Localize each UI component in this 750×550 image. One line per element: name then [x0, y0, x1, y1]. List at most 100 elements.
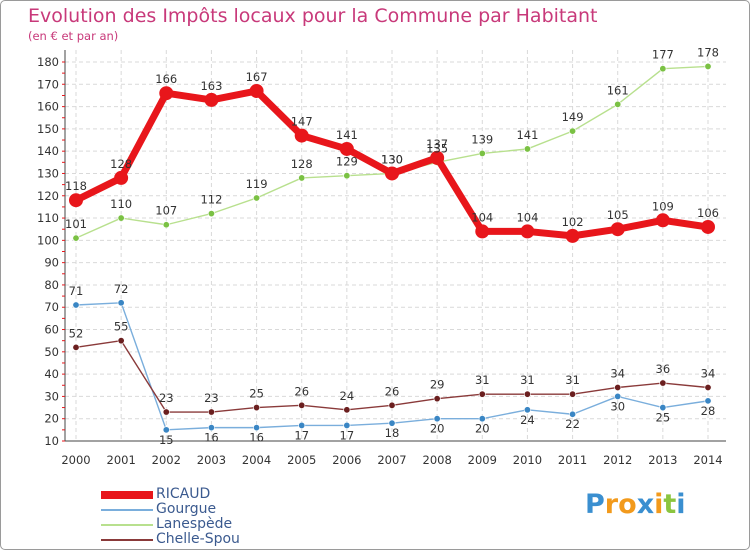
data-point [159, 86, 174, 101]
logo-letter: o [618, 489, 637, 520]
data-label: 163 [200, 79, 222, 93]
chart-title: Evolution des Impôts locaux pour la Comm… [28, 5, 598, 27]
data-label: 109 [652, 199, 674, 213]
logo-letter: i [676, 489, 686, 520]
data-label: 26 [385, 384, 400, 398]
data-label: 72 [114, 282, 129, 296]
legend-label-ricaud: RICAUD [156, 486, 211, 502]
data-label: 29 [430, 378, 445, 392]
data-label: 177 [652, 48, 674, 62]
data-label: 22 [565, 417, 580, 431]
x-tick-label: 2002 [152, 453, 181, 467]
data-label: 23 [204, 391, 219, 405]
data-label: 161 [607, 83, 629, 97]
x-tick-label: 2014 [693, 453, 722, 467]
data-label: 17 [340, 428, 355, 442]
data-point [343, 421, 351, 429]
x-tick-label: 2005 [287, 453, 316, 467]
data-point [114, 170, 129, 185]
proxiti-logo: Proxiti [585, 489, 686, 520]
data-label: 104 [471, 210, 493, 224]
plot-background [65, 50, 726, 441]
x-tick-label: 2004 [242, 453, 271, 467]
x-tick-label: 2009 [468, 453, 497, 467]
data-point [475, 224, 490, 239]
data-label: 34 [610, 366, 625, 380]
data-point [117, 337, 125, 345]
chart-subtitle: (en € et par an) [28, 29, 119, 43]
data-point [614, 100, 622, 108]
y-tick-label: 140 [37, 144, 59, 158]
data-label: 26 [294, 384, 309, 398]
data-point [343, 172, 351, 180]
legend-swatch-lanespede [101, 524, 153, 526]
data-point [523, 145, 531, 153]
data-point [704, 383, 712, 391]
data-label: 20 [430, 422, 445, 436]
data-point [69, 193, 83, 208]
legend-swatch-chelle-spou [101, 539, 153, 541]
data-point [207, 424, 215, 432]
data-label: 20 [475, 422, 490, 436]
data-point [701, 219, 715, 234]
data-label: 34 [701, 366, 716, 380]
data-point [659, 379, 667, 387]
data-label: 71 [69, 284, 84, 298]
data-label: 16 [249, 431, 264, 445]
data-label: 135 [426, 141, 448, 155]
y-tick-label: 90 [44, 256, 59, 270]
data-point [253, 404, 261, 412]
data-label: 128 [291, 157, 313, 171]
data-point [249, 83, 264, 98]
legend-swatch-ricaud [101, 491, 153, 499]
data-label: 112 [200, 193, 222, 207]
legend-label-lanespede: Lanespède [156, 516, 233, 532]
y-tick-label: 130 [37, 166, 59, 180]
data-point [523, 406, 531, 414]
y-tick-label: 40 [44, 367, 59, 381]
y-tick-label: 160 [37, 100, 59, 114]
data-label: 28 [701, 404, 716, 418]
data-label: 52 [69, 326, 84, 340]
logo-letter: P [585, 489, 605, 520]
data-point [433, 415, 441, 423]
data-point [565, 228, 580, 243]
data-point [704, 62, 712, 70]
data-point [162, 408, 170, 416]
data-point [343, 406, 351, 414]
data-label: 128 [110, 157, 132, 171]
data-label: 16 [204, 431, 219, 445]
data-label: 137 [426, 137, 448, 151]
data-point [162, 221, 170, 229]
y-tick-label: 70 [44, 300, 59, 314]
legend-label-gourgue: Gourgue [156, 501, 217, 517]
data-label: 104 [516, 210, 538, 224]
data-point [659, 65, 667, 73]
y-tick-label: 10 [44, 434, 59, 448]
data-label: 129 [336, 155, 358, 169]
logo-letter: i [654, 489, 664, 520]
data-point [569, 127, 577, 135]
data-point [72, 234, 80, 242]
y-tick-label: 60 [44, 323, 59, 337]
data-point [478, 415, 486, 423]
data-label: 167 [246, 70, 268, 84]
data-point [72, 343, 80, 351]
data-point [704, 397, 712, 405]
x-tick-label: 2010 [513, 453, 542, 467]
data-label: 25 [249, 387, 264, 401]
data-point [117, 299, 125, 307]
data-point [298, 401, 306, 409]
y-tick-label: 100 [37, 233, 59, 247]
data-point [610, 222, 625, 237]
data-label: 105 [607, 208, 629, 222]
data-point [433, 395, 441, 403]
x-tick-label: 2001 [107, 453, 136, 467]
data-label: 36 [656, 362, 671, 376]
logo-letter: r [604, 489, 619, 520]
data-label: 31 [565, 373, 580, 387]
x-tick-label: 2007 [377, 453, 406, 467]
data-label: 24 [520, 413, 535, 427]
